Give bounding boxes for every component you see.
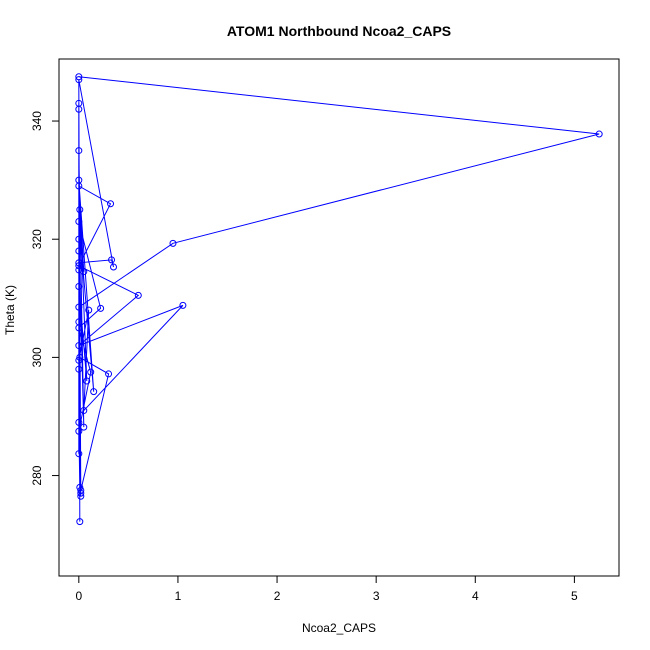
data-point: [75, 147, 83, 155]
data-point: [75, 365, 83, 373]
data-point: [75, 418, 83, 426]
data-point: [75, 427, 83, 435]
data-point: [76, 483, 84, 491]
data-point: [169, 239, 177, 247]
data-point: [75, 450, 83, 458]
data-point: [97, 304, 105, 312]
data-point: [75, 73, 83, 81]
data-point: [105, 370, 113, 378]
data-point: [75, 217, 83, 225]
data-point: [76, 518, 84, 526]
x-tick-label: 3: [373, 589, 380, 603]
x-tick-label: 4: [472, 589, 479, 603]
x-axis-label: Ncoa2_CAPS: [302, 621, 376, 635]
data-point: [75, 247, 83, 255]
data-point: [75, 303, 83, 311]
data-point: [75, 105, 83, 113]
data-point: [80, 268, 88, 276]
data-point: [75, 266, 83, 274]
data-point: [107, 200, 115, 208]
data-point: [75, 76, 83, 84]
x-axis: 0 1 2 3 4 5: [75, 575, 578, 603]
data-point: [83, 377, 91, 385]
y-axis: 280 300 320 340: [30, 111, 60, 486]
y-tick-label: 340: [30, 111, 44, 131]
data-point: [76, 353, 84, 361]
data-point: [108, 256, 116, 264]
data-point: [80, 407, 88, 415]
data-point: [595, 130, 603, 138]
y-tick-label: 320: [30, 229, 44, 249]
data-point: [75, 176, 83, 184]
data-point: [179, 301, 187, 309]
data-point: [75, 356, 83, 364]
y-tick-label: 300: [30, 347, 44, 367]
data-point: [87, 368, 95, 376]
x-tick-label: 5: [571, 589, 578, 603]
data-point: [75, 282, 83, 290]
y-axis-label: Theta (K): [3, 285, 17, 335]
data-point: [75, 318, 83, 326]
data-point: [90, 388, 98, 396]
data-point: [75, 235, 83, 243]
data-point: [76, 206, 84, 214]
data-point: [85, 306, 93, 314]
chart-title: ATOM1 Northbound Ncoa2_CAPS: [227, 23, 451, 39]
data-point: [80, 423, 88, 431]
data-point: [75, 342, 83, 350]
x-tick-label: 1: [175, 589, 182, 603]
y-tick-label: 280: [30, 465, 44, 485]
x-tick-label: 0: [75, 589, 82, 603]
x-tick-label: 2: [274, 589, 281, 603]
data-point: [134, 291, 142, 299]
series-group: [75, 73, 603, 526]
data-point: [110, 263, 118, 271]
data-point: [77, 492, 85, 500]
data-point: [75, 262, 83, 270]
data-point: [75, 259, 83, 267]
